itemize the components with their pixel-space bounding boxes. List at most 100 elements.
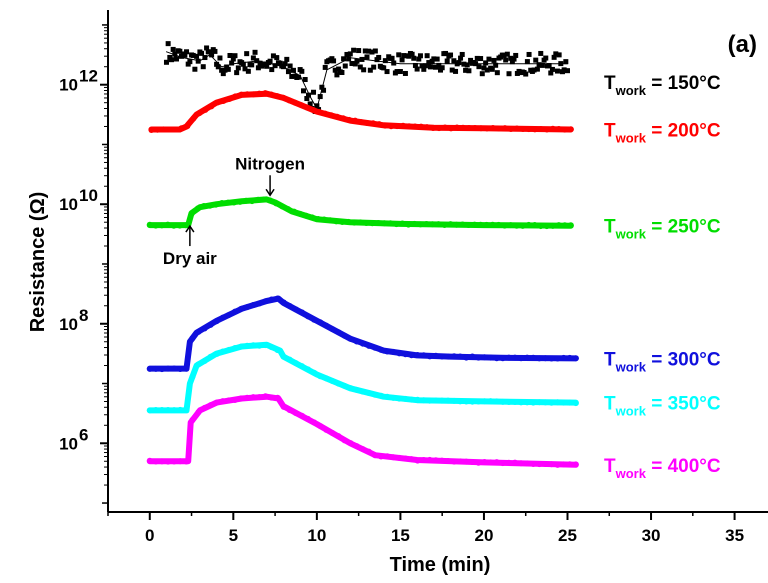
data-point [378,346,385,353]
data-point [352,61,358,67]
data-point [417,53,423,59]
data-point [304,96,310,102]
data-point [332,67,338,73]
data-point [553,51,559,57]
data-point [213,399,220,406]
data-point [184,49,190,55]
data-point [493,398,500,405]
series-label-layer: Twork = 150°C Twork = 200°C Twork = 250°C T… [604,73,721,481]
data-point [487,398,494,405]
data-point [336,66,342,72]
data-point [352,117,359,124]
data-point [420,397,427,404]
data-point [548,399,555,406]
data-point [262,298,269,305]
data-point [412,62,418,68]
data-point [469,459,476,466]
data-point [256,342,263,349]
data-point [417,221,424,228]
data-point [426,397,433,404]
data-point [244,91,251,98]
data-point [451,397,458,404]
data-point [177,458,184,465]
data-point [525,126,532,133]
data-point [526,51,532,57]
data-point [256,300,263,307]
data-point [202,106,209,113]
data-point [262,393,269,400]
data-point [238,305,245,312]
data-point [207,49,213,55]
data-point [280,64,286,70]
data-point [339,70,345,76]
data-point [554,68,560,74]
data-point [351,47,357,53]
data-point [183,365,190,372]
data-point [511,56,517,62]
data-point [166,126,173,133]
data-point [457,353,464,360]
data-point [158,366,165,373]
data-point [277,60,283,66]
data-point [524,460,531,467]
data-point [549,125,556,132]
data-point [503,57,509,63]
data-point [292,360,299,367]
data-point [463,398,470,405]
data-point [187,59,193,65]
data-point [358,119,365,126]
data-point [344,51,350,57]
data-point [319,84,325,90]
data-point [224,199,231,206]
data-point [207,321,214,328]
data-point [252,49,258,55]
series-label: Twork = 250°C [604,217,721,242]
y-tick-label: 10 [59,195,78,214]
data-point [494,70,500,76]
data-point [394,123,401,130]
data-point [225,311,232,318]
data-point [524,354,531,361]
data-point [146,407,153,414]
data-point [489,125,496,132]
data-point [478,56,484,62]
data-point [464,62,470,68]
data-point [268,344,275,351]
data-point [376,121,383,128]
data-point [232,53,238,59]
data-point [311,89,317,95]
data-point [347,335,354,342]
series-layer [146,41,579,468]
data-point [255,196,262,203]
data-point [495,125,502,132]
data-point [369,49,375,55]
data-point [307,101,313,107]
data-point [232,93,239,100]
data-point [244,342,251,349]
annotation-label: Dry air [163,249,217,268]
data-point [231,397,238,404]
data-point [448,52,454,58]
data-point [165,458,172,465]
data-point [487,459,494,466]
data-point [219,348,226,355]
data-point [195,328,202,335]
data-point [511,459,518,466]
data-point [362,48,368,54]
data-point [414,352,421,359]
data-point [402,395,409,402]
data-point [183,407,190,414]
data-point [323,375,330,382]
data-point [231,344,238,351]
series-label: Twork = 150°C [604,73,721,98]
data-point [262,90,269,97]
data-point [451,458,458,465]
x-tick-label: 15 [391,526,410,545]
data-point [548,461,555,468]
data-point [518,355,525,362]
data-point [459,221,466,228]
data-point [473,61,479,67]
data-point [499,460,506,467]
data-point [396,350,403,357]
